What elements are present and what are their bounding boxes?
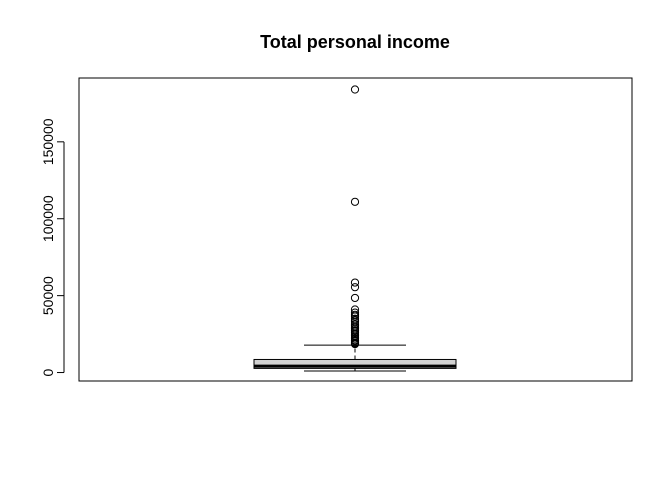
- outlier-point: [350, 278, 360, 287]
- y-tick-label: 100000: [40, 195, 56, 242]
- y-tick-label: 0: [40, 368, 56, 376]
- y-axis: 0 50000 100000 150000: [40, 118, 65, 376]
- y-tick-label: 150000: [40, 118, 56, 165]
- iqr-box: [253, 358, 457, 369]
- outlier-point: [350, 339, 360, 349]
- chart-title: Total personal income: [260, 32, 450, 52]
- plot-frame: [78, 77, 633, 382]
- y-tick-label: 50000: [40, 276, 56, 315]
- outlier-points: [350, 85, 360, 349]
- outlier-point: [350, 85, 360, 94]
- outlier-point: [350, 283, 360, 292]
- outlier-point: [350, 293, 360, 303]
- outlier-point: [350, 197, 360, 206]
- box-plot: [253, 344, 457, 372]
